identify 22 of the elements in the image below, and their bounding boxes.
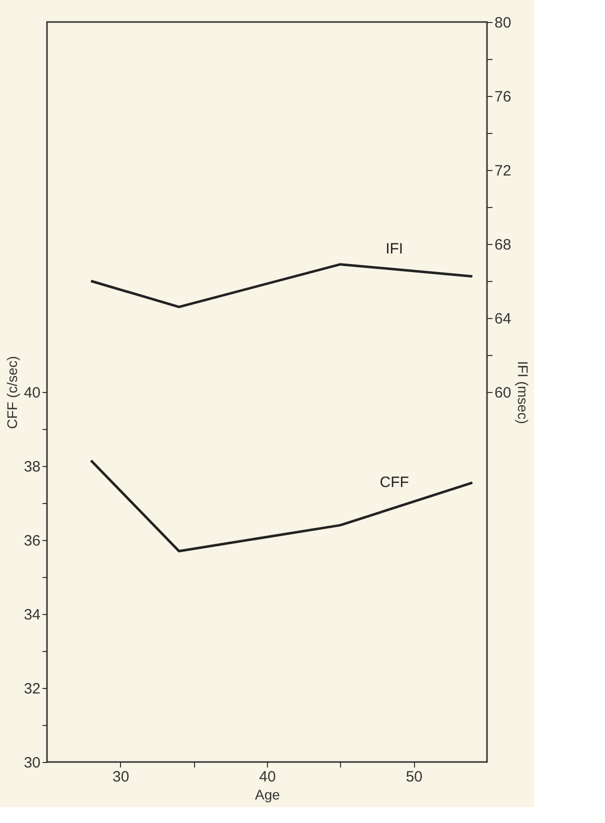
series-label: CFF bbox=[380, 474, 409, 491]
y2-tick-label: 76 bbox=[494, 88, 512, 106]
x-tick-label: 40 bbox=[259, 768, 276, 786]
y-tick-label: 32 bbox=[24, 680, 40, 698]
y2-axis-title: IFI (msec) bbox=[515, 361, 532, 424]
x-axis-title: Age bbox=[255, 786, 280, 802]
line-series bbox=[90, 459, 474, 552]
series-label: IFI bbox=[386, 240, 404, 258]
y-axis-title: CFF (c/sec) bbox=[4, 356, 20, 430]
y2-tick-label: 80 bbox=[494, 14, 512, 32]
y-tick-label: 40 bbox=[24, 384, 40, 402]
y2-tick-label: 64 bbox=[494, 310, 512, 328]
x-tick-label: 30 bbox=[112, 768, 130, 786]
y-tick-label: 34 bbox=[24, 606, 40, 624]
y-tick-label: 36 bbox=[24, 532, 40, 550]
x-tick-label: 50 bbox=[406, 768, 423, 786]
y2-tick-label: 72 bbox=[494, 162, 512, 180]
line-series bbox=[90, 263, 474, 308]
y2-tick-label: 68 bbox=[494, 236, 512, 254]
y-tick-label: 38 bbox=[24, 458, 40, 476]
y2-tick-label: 60 bbox=[494, 384, 512, 402]
y-tick-label: 30 bbox=[24, 754, 40, 772]
